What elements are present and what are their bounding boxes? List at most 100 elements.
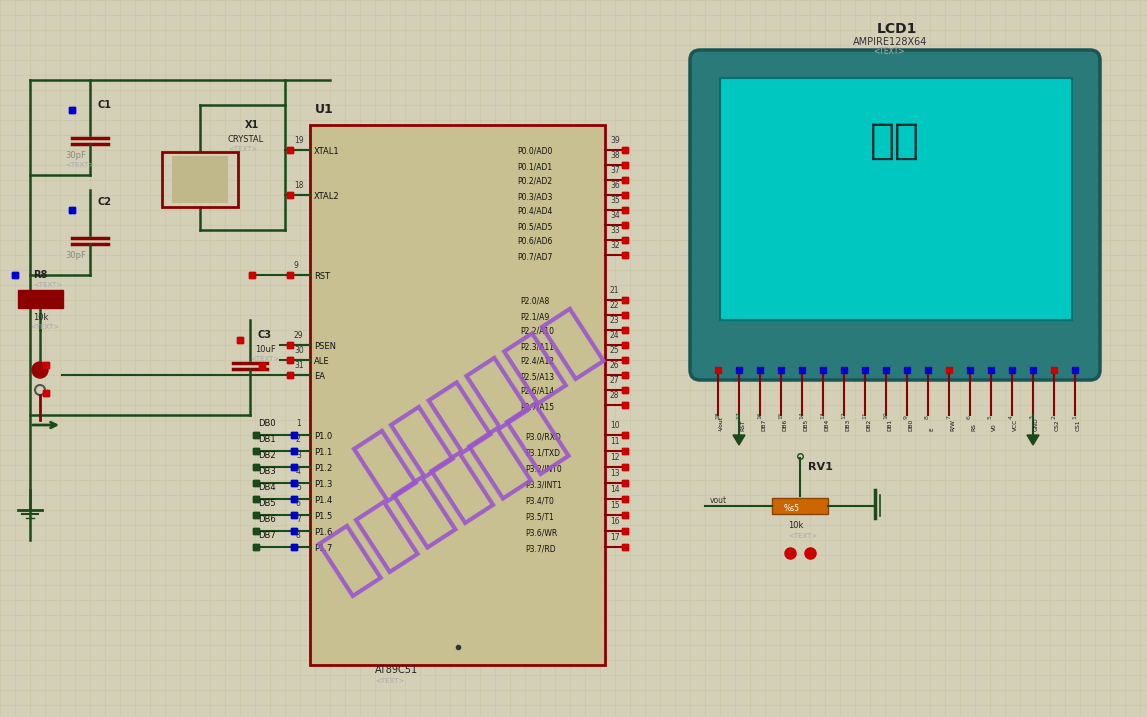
Text: 9: 9 xyxy=(294,261,299,270)
Text: P2.3/A11: P2.3/A11 xyxy=(520,342,554,351)
Text: DB1: DB1 xyxy=(887,419,892,431)
Text: 10k: 10k xyxy=(33,313,48,322)
Text: 12: 12 xyxy=(610,453,619,462)
Text: P3.4/T0: P3.4/T0 xyxy=(525,496,554,505)
Text: ALE: ALE xyxy=(314,357,329,366)
Text: P3.6/WR: P3.6/WR xyxy=(525,528,557,537)
Text: 2: 2 xyxy=(1051,415,1056,419)
Text: DB0: DB0 xyxy=(908,419,913,431)
Polygon shape xyxy=(733,435,746,445)
Text: 7: 7 xyxy=(946,415,951,419)
Text: DB2: DB2 xyxy=(866,419,871,431)
Text: P1.7: P1.7 xyxy=(314,544,333,553)
Text: CRYSTAL: CRYSTAL xyxy=(228,135,264,144)
Text: P2.2/A10: P2.2/A10 xyxy=(520,327,554,336)
Text: 35: 35 xyxy=(610,196,619,205)
Text: 3: 3 xyxy=(1030,415,1035,419)
Bar xyxy=(720,78,1072,320)
Text: <TEXT>: <TEXT> xyxy=(250,356,279,362)
Text: %s5: %s5 xyxy=(785,504,799,513)
Text: 15: 15 xyxy=(778,412,783,419)
Text: C3: C3 xyxy=(258,330,272,340)
Text: 6: 6 xyxy=(296,499,301,508)
Text: 29: 29 xyxy=(294,331,304,340)
Text: P1.6: P1.6 xyxy=(314,528,333,537)
Text: P2.1/A9: P2.1/A9 xyxy=(520,312,549,321)
Text: 11: 11 xyxy=(610,437,619,446)
Text: 18: 18 xyxy=(294,181,304,190)
Text: P1.3: P1.3 xyxy=(314,480,333,489)
Text: 19: 19 xyxy=(294,136,304,145)
Text: 10uF: 10uF xyxy=(255,345,275,354)
Text: P1.0: P1.0 xyxy=(314,432,333,441)
Text: RST: RST xyxy=(740,419,746,431)
Text: -Vout: -Vout xyxy=(719,416,724,431)
Text: 10: 10 xyxy=(883,412,888,419)
Text: <TEXT>: <TEXT> xyxy=(375,678,404,684)
Text: EA: EA xyxy=(314,372,325,381)
Text: 冲！冲！冲！: 冲！冲！冲！ xyxy=(310,393,576,601)
Text: 24: 24 xyxy=(610,331,619,340)
Bar xyxy=(162,152,237,207)
Text: 17: 17 xyxy=(610,533,619,542)
Text: 31: 31 xyxy=(294,361,304,370)
Bar xyxy=(172,156,228,203)
Text: P2.4/A12: P2.4/A12 xyxy=(520,357,554,366)
Text: P3.2/INT0: P3.2/INT0 xyxy=(525,464,562,473)
Text: 18: 18 xyxy=(715,412,720,419)
Text: 30pF: 30pF xyxy=(65,151,86,160)
Text: 23: 23 xyxy=(610,316,619,325)
Text: DB7: DB7 xyxy=(258,531,275,540)
Text: C1: C1 xyxy=(97,100,111,110)
Text: 30: 30 xyxy=(294,346,304,355)
FancyBboxPatch shape xyxy=(690,50,1100,380)
Text: P3.3/INT1: P3.3/INT1 xyxy=(525,480,562,489)
Text: 37: 37 xyxy=(610,166,619,175)
Text: 4: 4 xyxy=(296,467,301,476)
Text: GND: GND xyxy=(1033,417,1039,431)
Text: P2.5/A13: P2.5/A13 xyxy=(520,372,554,381)
Text: LCD1: LCD1 xyxy=(877,22,918,36)
Text: C2: C2 xyxy=(97,197,111,207)
Text: 10k: 10k xyxy=(788,521,803,530)
Text: RST: RST xyxy=(314,272,330,281)
Text: 8: 8 xyxy=(924,415,930,419)
Text: P1.4: P1.4 xyxy=(314,496,333,505)
Text: 28: 28 xyxy=(610,391,619,400)
Text: AT89C51: AT89C51 xyxy=(375,665,419,675)
Text: 21: 21 xyxy=(610,286,619,295)
Text: DB3: DB3 xyxy=(258,467,275,476)
Text: 5: 5 xyxy=(296,483,301,492)
Text: 25: 25 xyxy=(610,346,619,355)
Circle shape xyxy=(32,362,48,378)
Text: 4: 4 xyxy=(1009,415,1014,419)
Text: 5: 5 xyxy=(988,415,993,419)
Text: XTAL2: XTAL2 xyxy=(314,192,340,201)
Text: P3.0/RXD: P3.0/RXD xyxy=(525,432,561,441)
Text: P0.5/AD5: P0.5/AD5 xyxy=(517,222,553,231)
Text: 34: 34 xyxy=(610,211,619,220)
Text: DB4: DB4 xyxy=(824,419,829,431)
Text: AMPIRE128X64: AMPIRE128X64 xyxy=(853,37,928,47)
Text: 38: 38 xyxy=(610,151,619,160)
Text: VCC: VCC xyxy=(1013,419,1019,431)
Text: DB7: DB7 xyxy=(760,419,766,431)
Text: 14: 14 xyxy=(610,485,619,494)
Text: 13: 13 xyxy=(610,469,619,478)
Text: DB0: DB0 xyxy=(258,419,275,428)
Text: 3: 3 xyxy=(296,451,301,460)
Text: R8: R8 xyxy=(33,270,47,280)
Text: 9: 9 xyxy=(904,415,910,419)
Text: 22: 22 xyxy=(610,301,619,310)
Text: 1: 1 xyxy=(1072,415,1077,419)
Text: 36: 36 xyxy=(610,181,619,190)
Text: P3.5/T1: P3.5/T1 xyxy=(525,512,554,521)
Text: X1: X1 xyxy=(245,120,259,130)
Text: P0.0/AD0: P0.0/AD0 xyxy=(517,147,553,156)
Text: <TEXT>: <TEXT> xyxy=(228,146,257,152)
Text: 32: 32 xyxy=(610,241,619,250)
Text: CS1: CS1 xyxy=(1076,419,1080,431)
Text: 26: 26 xyxy=(610,361,619,370)
Text: U1: U1 xyxy=(315,103,334,116)
Text: P2.6/A14: P2.6/A14 xyxy=(520,387,554,396)
